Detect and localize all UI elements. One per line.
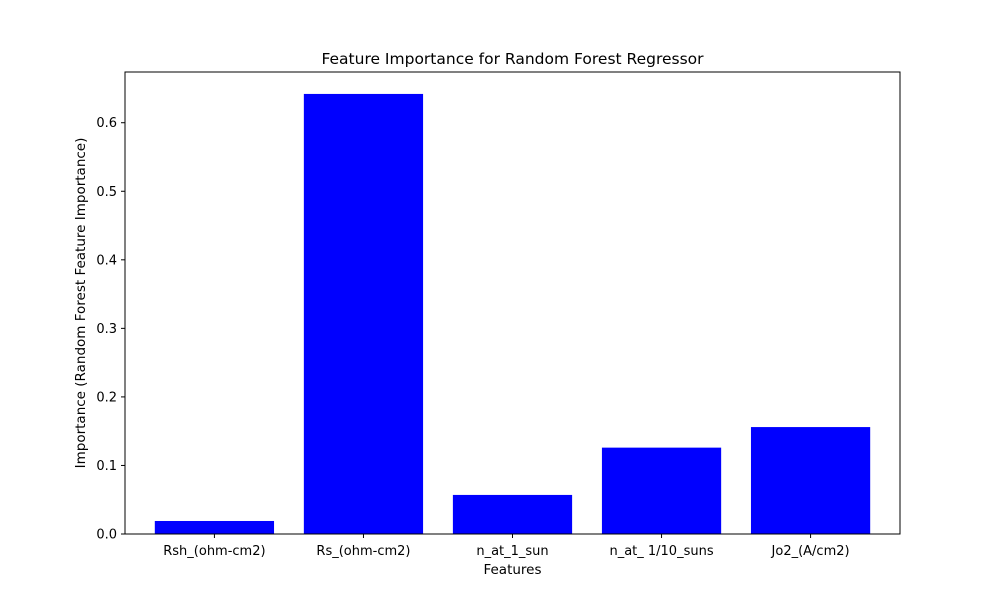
y-tick-label: 0.5 xyxy=(96,185,117,200)
bar-3 xyxy=(601,447,722,534)
x-tick-label: Rs_(ohm-cm2) xyxy=(316,544,410,559)
y-axis: 0.0 0.1 0.2 0.3 0.4 0.5 0.6 xyxy=(96,116,125,543)
y-tick-label: 0.0 xyxy=(96,528,117,543)
y-tick-label: 0.1 xyxy=(96,459,117,474)
x-axis-label: Features xyxy=(483,562,541,578)
x-tick-label: n_at_ 1/10_suns xyxy=(609,544,713,559)
x-axis: Rsh_(ohm-cm2) Rs_(ohm-cm2) n_at_1_sun n_at_… xyxy=(163,534,850,559)
x-tick-label: Jo2_(A/cm2) xyxy=(771,544,850,559)
bar-4 xyxy=(750,427,871,534)
bar-0 xyxy=(154,520,275,534)
y-tick-label: 0.6 xyxy=(96,116,117,131)
bars-group xyxy=(154,93,871,534)
y-tick-label: 0.3 xyxy=(96,322,117,337)
bar-1 xyxy=(303,93,424,534)
bar-2 xyxy=(452,494,573,534)
y-axis-label: Importance (Random Forest Feature Import… xyxy=(73,138,89,469)
chart-title: Feature Importance for Random Forest Reg… xyxy=(321,50,704,68)
x-tick-label: n_at_1_sun xyxy=(476,544,548,559)
y-tick-label: 0.2 xyxy=(96,390,117,405)
y-tick-label: 0.4 xyxy=(96,253,117,268)
x-tick-label: Rsh_(ohm-cm2) xyxy=(163,544,265,559)
